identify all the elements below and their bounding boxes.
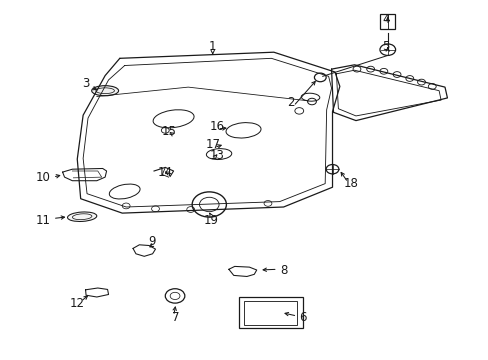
- Text: 5: 5: [382, 40, 389, 53]
- Ellipse shape: [92, 86, 118, 96]
- Text: 2: 2: [286, 96, 294, 109]
- Text: 15: 15: [161, 125, 176, 138]
- Text: 10: 10: [36, 171, 50, 184]
- Bar: [238, 297, 303, 328]
- Text: 19: 19: [203, 214, 218, 227]
- Text: 4: 4: [382, 13, 389, 26]
- Text: 9: 9: [147, 235, 155, 248]
- Text: 14: 14: [158, 166, 172, 179]
- Text: 11: 11: [36, 214, 50, 227]
- Text: 12: 12: [70, 297, 84, 310]
- Text: 6: 6: [299, 311, 306, 324]
- Text: 8: 8: [279, 264, 287, 277]
- Text: 3: 3: [81, 77, 89, 90]
- Text: 16: 16: [210, 120, 224, 132]
- Bar: [244, 301, 297, 325]
- Text: 17: 17: [205, 138, 220, 151]
- Text: 7: 7: [172, 311, 180, 324]
- Text: 1: 1: [208, 40, 216, 53]
- Ellipse shape: [67, 212, 97, 221]
- Text: 13: 13: [210, 149, 224, 162]
- Bar: [380, 14, 394, 29]
- Text: 18: 18: [343, 177, 358, 190]
